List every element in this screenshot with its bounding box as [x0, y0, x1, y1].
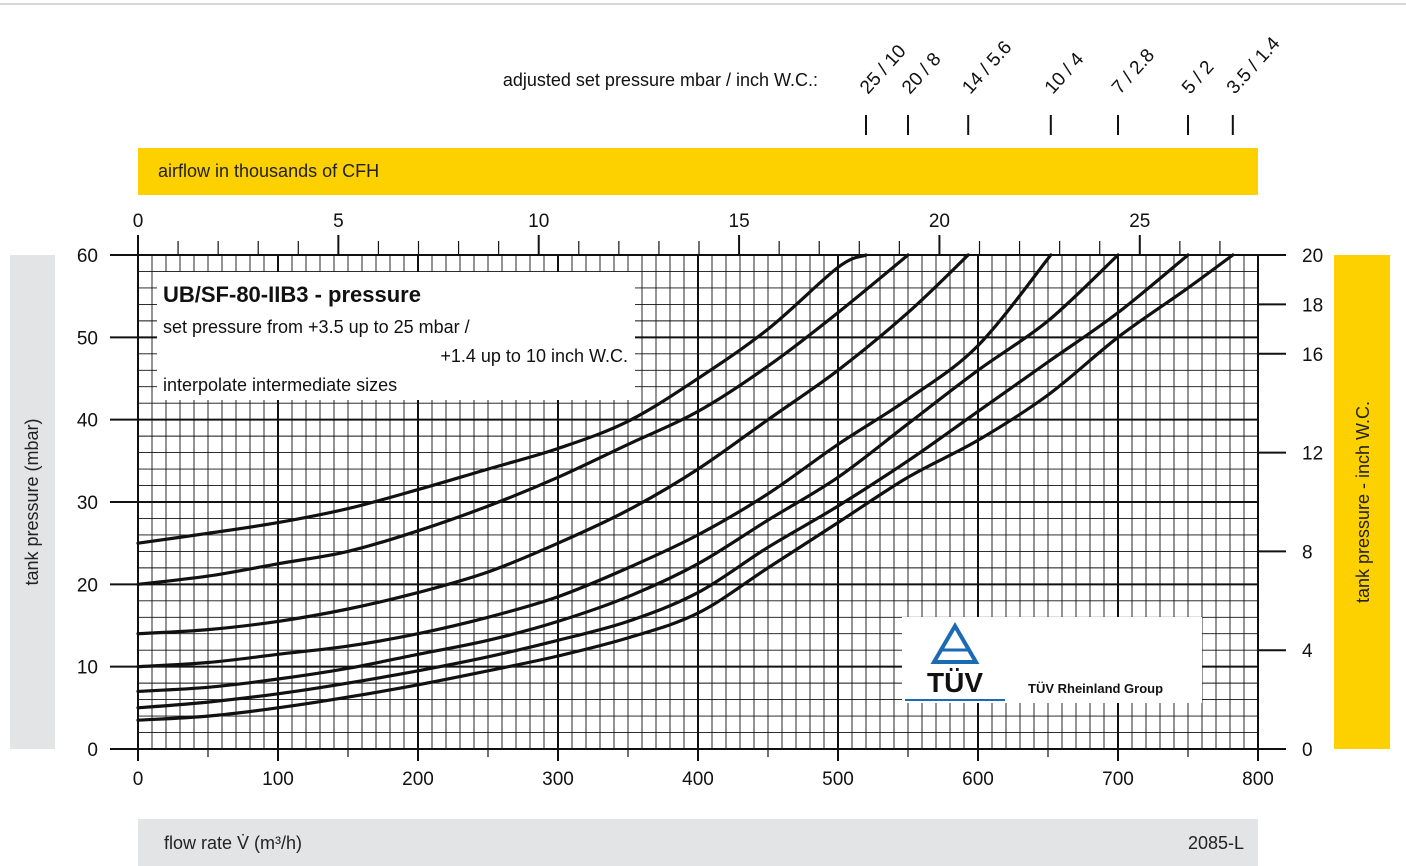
y2-tick-label: 16 — [1302, 345, 1323, 366]
series-line — [136, 253, 1120, 693]
x2-tick-label: 20 — [929, 211, 950, 232]
x-tick-label: 0 — [133, 769, 144, 790]
set-pressure-label: adjusted set pressure mbar / inch W.C.: — [503, 70, 818, 90]
tuv-triangle-icon — [930, 622, 980, 664]
y-tick-label: 0 — [87, 740, 98, 761]
y-tick-label: 20 — [77, 575, 98, 596]
series-line — [136, 253, 910, 586]
y-tick-label: 60 — [77, 246, 98, 267]
x2-tick-label: 5 — [333, 211, 344, 232]
y2-tick-label: 12 — [1302, 444, 1323, 465]
x-tick-label: 100 — [262, 769, 294, 790]
series-line — [136, 253, 868, 545]
x2-tick-label: 10 — [528, 211, 549, 232]
y2-axis-label: tank pressure - inch W.C. — [1353, 401, 1373, 603]
tuv-logo-text: TÜV — [927, 667, 983, 698]
set-pressure-value: 3.5 / 1.4 — [1223, 33, 1285, 98]
set-pressure-value: 7 / 2.8 — [1108, 45, 1159, 98]
x-axis-label: flow rate V̇ (m³/h) — [164, 833, 302, 853]
x2-band — [138, 148, 1258, 195]
x-band — [138, 819, 1258, 866]
y-tick-label: 40 — [77, 411, 98, 432]
series-line — [136, 253, 1190, 710]
set-pressure-value: 25 / 10 — [856, 41, 910, 98]
x-tick-label: 600 — [962, 769, 994, 790]
x-tick-labels: 0 100 200 300 400 500 600 700 800 — [133, 769, 1274, 790]
x-tick-label: 400 — [682, 769, 714, 790]
y2-tick-label: 18 — [1302, 295, 1323, 316]
subtitle-line-1: set pressure from +3.5 up to 25 mbar / — [163, 317, 470, 337]
x2-tick-label: 15 — [729, 211, 750, 232]
y-tick-labels: 0 10 20 30 40 50 60 — [77, 246, 98, 761]
y2-tick-label: 0 — [1302, 740, 1313, 761]
subtitle-line-2: +1.4 up to 10 inch W.C. — [440, 346, 628, 366]
x-tick-label: 700 — [1102, 769, 1134, 790]
subtitle-line-3: interpolate intermediate sizes — [163, 375, 397, 395]
y2-tick-label: 20 — [1302, 246, 1323, 267]
x2-tick-labels: 0 5 10 15 20 25 — [133, 211, 1151, 232]
x2-axis-label: airflow in thousands of CFH — [158, 161, 379, 181]
x2-tick-label: 0 — [133, 211, 144, 232]
y2-tick-label: 8 — [1302, 542, 1313, 563]
x-tick-label: 200 — [402, 769, 434, 790]
series-line — [136, 253, 970, 636]
ticks — [110, 235, 1286, 761]
x-tick-label: 800 — [1242, 769, 1274, 790]
chart-title: UB/SF-80-IIB3 - pressure — [163, 282, 421, 307]
y2-band — [1334, 255, 1390, 749]
series-group — [136, 253, 1235, 722]
y-band — [10, 255, 55, 749]
title-box — [157, 272, 635, 400]
set-pressure-value: 10 / 4 — [1041, 49, 1089, 99]
set-pressure-value: 14 / 5.6 — [958, 37, 1016, 98]
y-tick-label: 30 — [77, 493, 98, 514]
tuv-group-text: TÜV Rheinland Group — [1028, 681, 1163, 696]
set-pressure-value: 5 / 2 — [1178, 57, 1218, 99]
x-tick-label: 300 — [542, 769, 574, 790]
y2-tick-labels: 0 4 8 12 16 18 20 — [1302, 246, 1323, 761]
y-tick-label: 10 — [77, 658, 98, 679]
figure-code: 2085-L — [1188, 833, 1244, 853]
series-line — [136, 253, 1053, 669]
x-tick-label: 500 — [822, 769, 854, 790]
x2-tick-label: 25 — [1129, 211, 1150, 232]
y2-tick-label: 4 — [1302, 641, 1313, 662]
y-tick-label: 50 — [77, 328, 98, 349]
series-line — [136, 253, 1235, 722]
y-axis-label: tank pressure (mbar) — [22, 418, 42, 585]
